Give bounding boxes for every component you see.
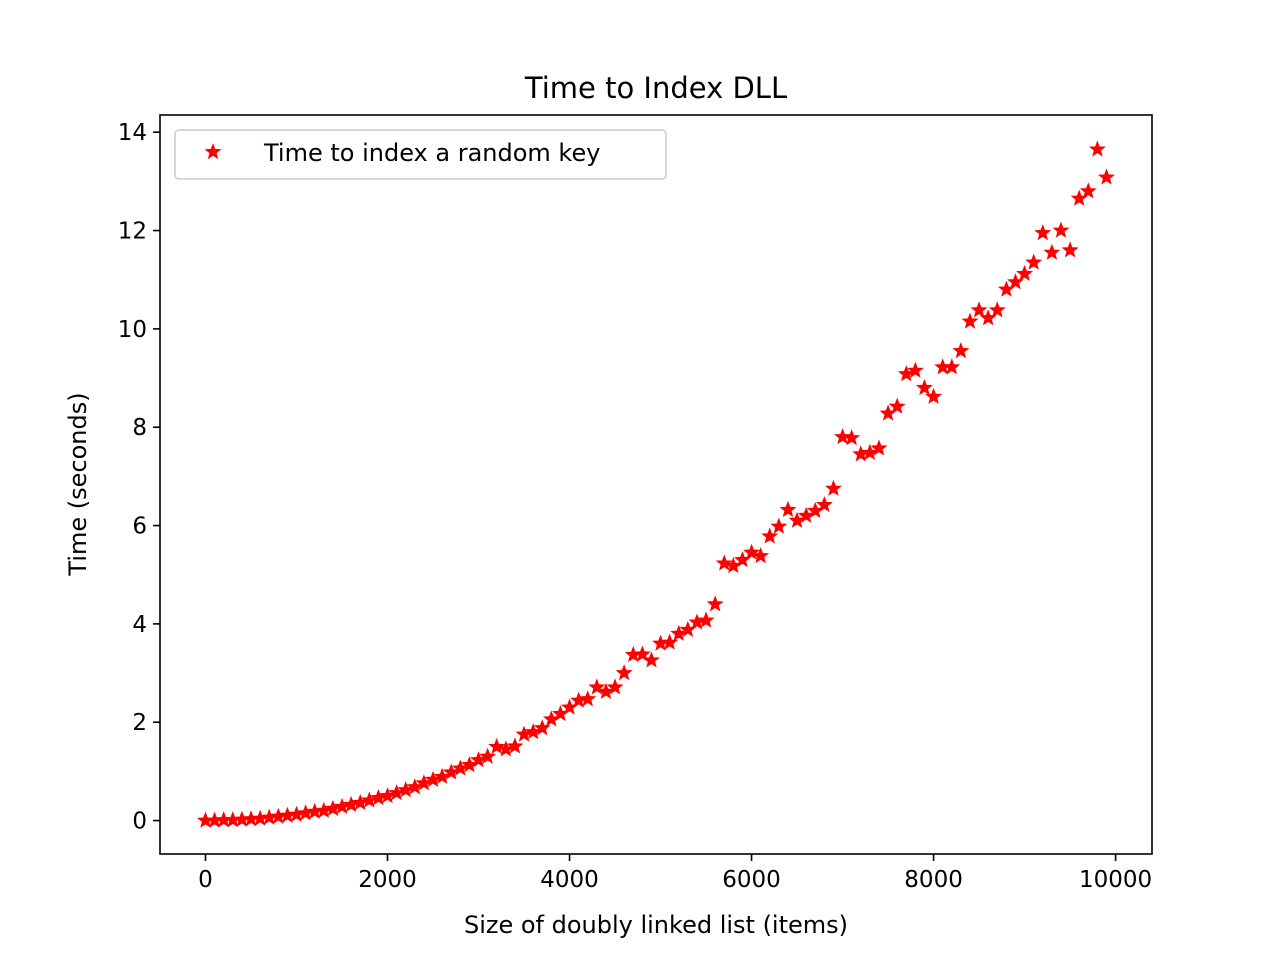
- data-point: [1016, 264, 1034, 282]
- data-point: [715, 554, 733, 571]
- data-point: [1088, 140, 1106, 157]
- data-point: [906, 361, 924, 378]
- x-tick-label: 0: [198, 867, 213, 893]
- legend-label: Time to index a random key: [263, 139, 600, 167]
- x-tick-label: 4000: [540, 867, 599, 893]
- chart-title: Time to Index DLL: [524, 71, 787, 105]
- data-point: [633, 645, 651, 662]
- data-point: [579, 690, 597, 707]
- legend-star-icon: [204, 143, 222, 160]
- data-point: [888, 397, 906, 414]
- data-point: [970, 301, 988, 318]
- data-point: [1052, 221, 1070, 238]
- data-point: [697, 611, 715, 628]
- y-tick-label: 8: [132, 415, 147, 441]
- data-point: [488, 737, 506, 755]
- y-tick-label: 6: [132, 514, 147, 540]
- data-point: [442, 763, 460, 780]
- y-tick-label: 4: [132, 612, 147, 638]
- x-tick-label: 6000: [722, 867, 781, 893]
- data-point: [988, 301, 1006, 318]
- data-point: [588, 678, 606, 695]
- legend-box: [174, 129, 667, 180]
- data-point: [406, 778, 424, 795]
- data-point: [843, 429, 861, 446]
- data-point: [961, 312, 979, 329]
- axes-frame: [159, 114, 1153, 855]
- data-point: [770, 517, 788, 534]
- x-axis-label: Size of doubly linked list (items): [464, 911, 848, 939]
- data-point: [670, 624, 688, 641]
- data-point: [825, 479, 842, 496]
- data-point: [761, 527, 779, 544]
- data-point: [606, 678, 624, 695]
- x-tick-label: 10000: [1079, 867, 1152, 893]
- data-point: [1079, 182, 1097, 199]
- data-point: [706, 595, 724, 612]
- data-point: [752, 547, 770, 564]
- y-tick-label: 14: [118, 120, 147, 146]
- data-point: [1098, 168, 1115, 185]
- data-point: [1034, 224, 1052, 241]
- legend: Time to index a random key: [174, 129, 667, 180]
- data-point: [779, 500, 797, 518]
- data-point: [870, 439, 888, 456]
- data-point: [642, 651, 660, 668]
- data-point: [1061, 241, 1079, 258]
- data-point: [952, 342, 970, 359]
- data-point: [661, 633, 679, 650]
- data-point: [925, 387, 943, 404]
- y-axis-label: Time (seconds): [64, 392, 92, 576]
- y-tick-label: 12: [118, 219, 147, 245]
- data-point: [743, 543, 761, 560]
- data-point: [943, 358, 961, 375]
- data-point: [479, 747, 497, 764]
- y-tick-label: 0: [132, 809, 147, 835]
- y-tick-label: 2: [132, 710, 147, 736]
- y-tick-label: 10: [118, 317, 147, 343]
- x-tick-label: 8000: [904, 867, 963, 893]
- plot-area: [197, 140, 1115, 828]
- data-point: [815, 495, 833, 513]
- data-point: [834, 428, 852, 445]
- data-point: [506, 737, 524, 754]
- data-point: [615, 664, 633, 681]
- axis-ticks: 0 2000 4000 6000 8000 10000 0 2 4 6 8 10 12 14: [118, 120, 1152, 893]
- x-tick-label: 2000: [358, 867, 417, 893]
- data-point: [1025, 253, 1043, 270]
- data-point: [916, 378, 933, 396]
- data-point: [1043, 243, 1061, 260]
- data-point: [524, 723, 542, 740]
- legend-marker: [204, 143, 222, 160]
- data-point: [533, 719, 551, 736]
